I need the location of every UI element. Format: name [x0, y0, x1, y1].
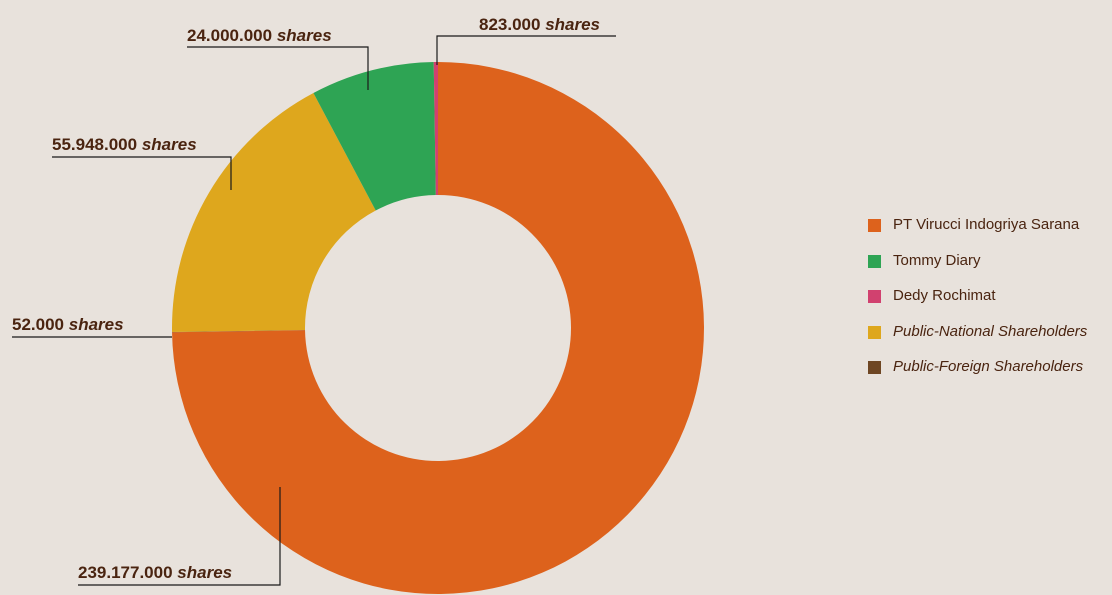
unit-label: shares: [545, 15, 601, 34]
leader-line-public-national: [52, 156, 232, 190]
slice-dedy-rochimat: [433, 62, 438, 196]
slice-value: 55.948.000: [52, 135, 138, 154]
slice-value: 24.000.000: [187, 26, 273, 45]
slice-value: 52.000: [12, 315, 64, 334]
legend-label: Public-National Shareholders: [893, 322, 1088, 340]
leader-line-dedy-rochimat: [436, 35, 616, 65]
unit-label: shares: [141, 135, 197, 154]
slice-value: 239.177.000: [78, 563, 173, 582]
slice-value-label-tommy-diary: 24.000.000 shares: [187, 26, 332, 46]
legend-swatch: [868, 254, 881, 268]
slice-value-label-public-national: 55.948.000 shares: [52, 135, 197, 155]
legend-swatch: [868, 290, 881, 303]
slice-value-label-dedy-rochimat: 823.000 shares: [479, 15, 600, 35]
slice-value-label-public-foreign: 52.000 shares: [12, 315, 124, 335]
legend-swatch: [868, 325, 881, 339]
slice-public-national: [172, 92, 376, 333]
leader-line-tommy-diary: [187, 46, 369, 90]
unit-label: shares: [177, 563, 233, 582]
slice-public-foreign: [172, 330, 306, 333]
unit-label: shares: [276, 26, 332, 45]
leader-line-pt-virucci: [78, 487, 281, 586]
slice-value: 823.000: [479, 15, 541, 34]
legend-label: Dedy Rochimat: [893, 287, 996, 304]
slice-value-label-pt-virucci: 239.177.000 shares: [78, 563, 232, 583]
unit-label: shares: [68, 315, 124, 334]
legend-swatch: [868, 219, 881, 232]
legend-swatch: [868, 361, 881, 374]
legend-label: Public-Foreign Shareholders: [893, 358, 1084, 375]
leader-lines: [12, 35, 616, 586]
slice-pt-virucci: [172, 62, 704, 594]
legend-label: PT Virucci Indogriya Sarana: [893, 216, 1080, 233]
donut-slices: [172, 62, 704, 594]
slice-tommy-diary: [313, 62, 436, 211]
legend-label: Tommy Diary: [893, 251, 981, 269]
